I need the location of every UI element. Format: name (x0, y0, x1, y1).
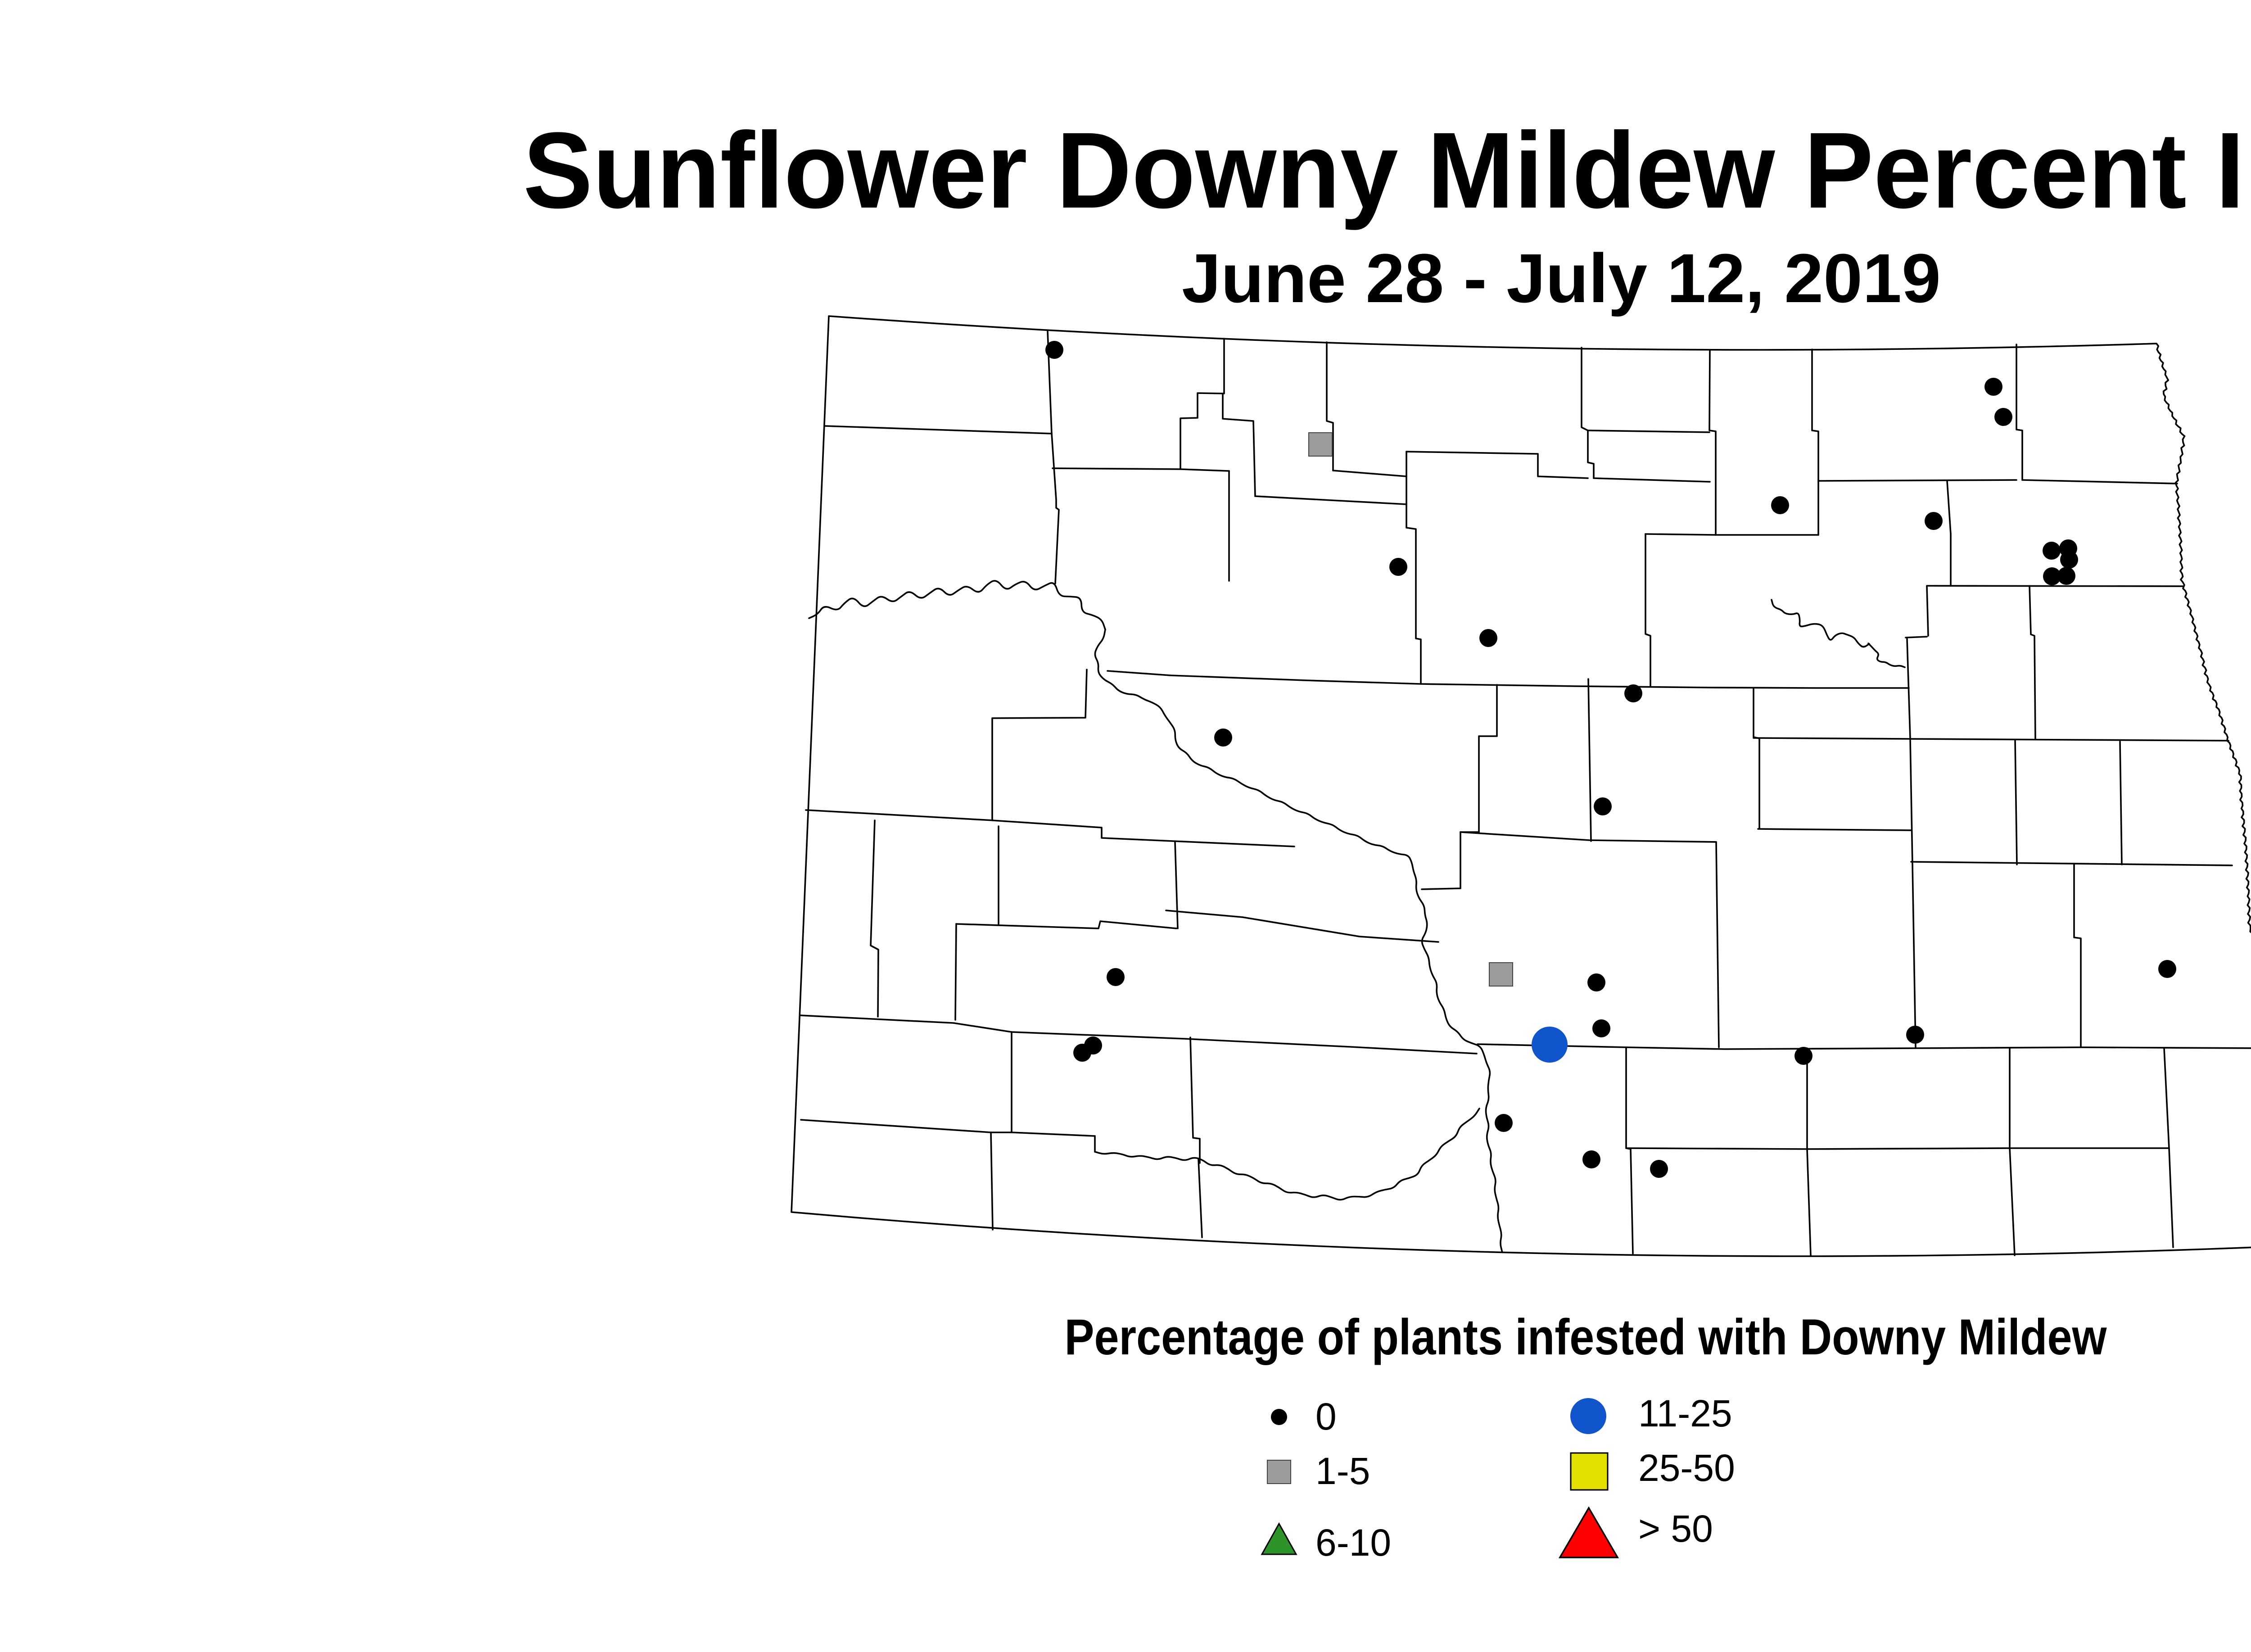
svg-text:11-25: 11-25 (1638, 1392, 1732, 1435)
svg-text:Percentage of plants infested: Percentage of plants infested with Downy… (1065, 1309, 2107, 1365)
svg-text:June 28 - July 12, 2019: June 28 - July 12, 2019 (1182, 240, 1941, 317)
svg-text:6-10: 6-10 (1315, 1521, 1391, 1564)
svg-text:Sunflower Downy Mildew Percent: Sunflower Downy Mildew Percent Incidence (523, 110, 2251, 231)
svg-text:0: 0 (1315, 1395, 1337, 1438)
svg-text:25-50: 25-50 (1638, 1447, 1735, 1489)
svg-text:> 50: > 50 (1638, 1507, 1713, 1550)
svg-text:1-5: 1-5 (1315, 1450, 1370, 1492)
